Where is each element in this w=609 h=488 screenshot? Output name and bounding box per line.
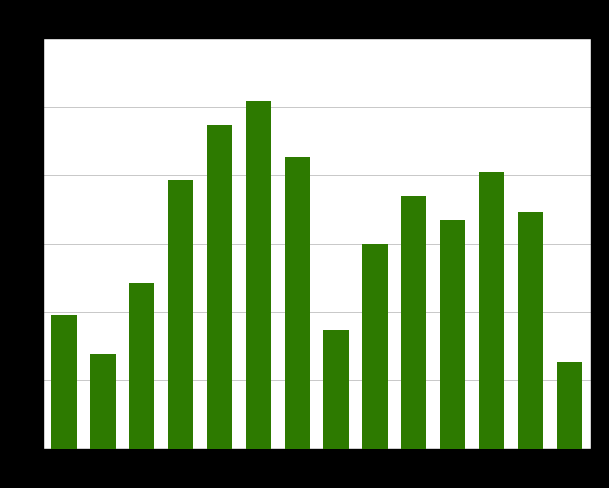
Bar bbox=[440, 221, 465, 449]
Bar bbox=[246, 102, 271, 449]
Bar bbox=[362, 244, 387, 449]
Bar bbox=[479, 173, 504, 449]
Bar bbox=[90, 354, 116, 449]
Bar bbox=[284, 157, 310, 449]
Bar bbox=[557, 362, 582, 449]
Bar bbox=[518, 212, 543, 449]
Bar bbox=[323, 331, 349, 449]
Bar bbox=[207, 126, 232, 449]
Bar bbox=[51, 315, 77, 449]
Bar bbox=[168, 181, 193, 449]
Bar bbox=[401, 197, 426, 449]
Bar bbox=[129, 284, 155, 449]
